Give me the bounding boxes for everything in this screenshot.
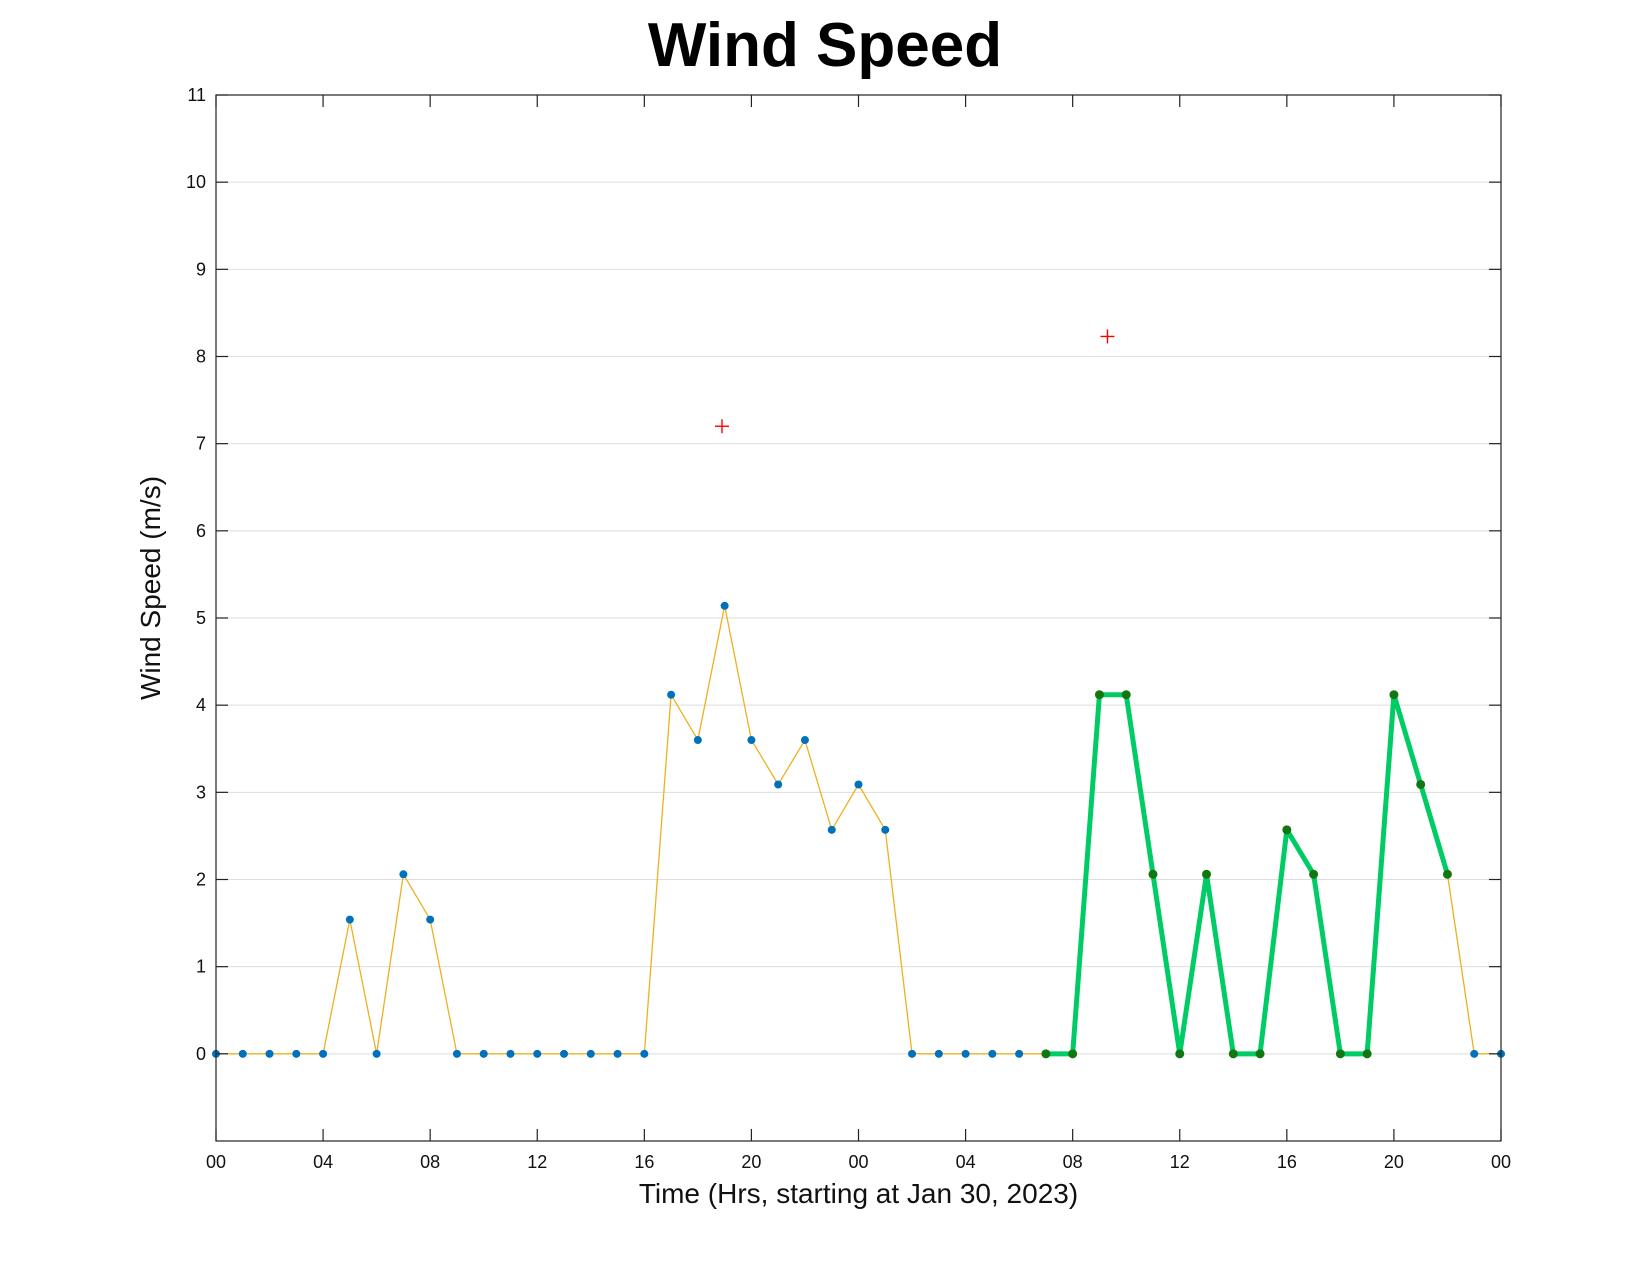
data-point: [479, 1049, 488, 1058]
plus-marker: [714, 419, 729, 434]
data-point: [560, 1049, 569, 1058]
data-point: [372, 1049, 381, 1058]
y-tick-label: 0: [196, 1044, 206, 1064]
chart-title: Wind Speed: [647, 11, 1003, 80]
highlight-data-point: [1202, 869, 1212, 879]
highlight-data-point: [1175, 1049, 1185, 1059]
y-tick-label: 3: [196, 782, 206, 802]
data-point: [613, 1049, 622, 1058]
x-tick-label: 16: [1277, 1152, 1297, 1172]
data-point: [988, 1049, 997, 1058]
plot-area: [212, 329, 1505, 1059]
y-tick-label: 10: [186, 172, 206, 192]
x-tick-label: 00: [206, 1152, 226, 1172]
x-tick-label: 12: [527, 1152, 547, 1172]
data-point: [827, 825, 836, 834]
x-tick-label: 08: [420, 1152, 440, 1172]
x-tick-label: 20: [1384, 1152, 1404, 1172]
x-tick-label: 20: [741, 1152, 761, 1172]
data-point: [800, 736, 809, 745]
highlight-data-point: [1442, 869, 1452, 879]
series-0: [212, 601, 1505, 1058]
series-1: [1041, 690, 1452, 1059]
data-point: [452, 1049, 461, 1058]
y-tick-label: 9: [196, 259, 206, 279]
highlight-data-point: [1121, 690, 1131, 700]
y-tick-label: 8: [196, 347, 206, 367]
x-tick-label: 08: [1063, 1152, 1083, 1172]
highlight-data-point: [1068, 1049, 1078, 1059]
y-tick-label: 4: [196, 695, 206, 715]
highlight-data-point: [1389, 690, 1399, 700]
data-point: [881, 825, 890, 834]
data-point: [774, 780, 783, 789]
data-point: [292, 1049, 301, 1058]
highlight-data-point: [1041, 1049, 1051, 1059]
x-tick-label: 16: [634, 1152, 654, 1172]
grid-lines: [216, 94, 1501, 1055]
data-point: [961, 1049, 970, 1058]
data-point: [640, 1049, 649, 1058]
x-tick-label: 00: [1491, 1152, 1511, 1172]
x-axis-label: Time (Hrs, starting at Jan 30, 2023): [639, 1178, 1078, 1209]
data-point: [506, 1049, 515, 1058]
y-tick-label: 7: [196, 434, 206, 454]
x-tick-label: 00: [848, 1152, 868, 1172]
highlight-data-point: [1416, 779, 1426, 789]
highlight-data-point: [1309, 869, 1319, 879]
data-point: [693, 736, 702, 745]
data-point: [426, 915, 435, 924]
data-point: [934, 1049, 943, 1058]
y-axis-label: Wind Speed (m/s): [135, 476, 166, 700]
highlight-data-point: [1255, 1049, 1265, 1059]
data-point: [854, 780, 863, 789]
highlight-series-line: [1045, 692, 1450, 1057]
data-point: [908, 1049, 917, 1058]
series-2: [714, 329, 1115, 434]
data-point: [265, 1049, 274, 1058]
highlight-data-point: [1335, 1049, 1345, 1059]
data-point: [533, 1049, 542, 1058]
data-point: [345, 915, 354, 924]
data-point: [399, 870, 408, 879]
x-tick-label: 12: [1170, 1152, 1190, 1172]
y-tick-label: 11: [187, 85, 206, 105]
data-point: [238, 1049, 247, 1058]
data-point: [747, 736, 756, 745]
x-tick-label: 04: [313, 1152, 333, 1172]
highlight-data-point: [1148, 869, 1158, 879]
highlight-data-point: [1362, 1049, 1372, 1059]
highlight-data-point: [1282, 825, 1292, 835]
y-tick-label: 5: [196, 608, 206, 628]
x-tick-label: 04: [956, 1152, 976, 1172]
data-point: [667, 690, 676, 699]
y-tick-label: 2: [196, 870, 206, 890]
data-point: [1015, 1049, 1024, 1058]
data-point: [720, 601, 729, 610]
data-point: [319, 1049, 328, 1058]
data-point: [1470, 1049, 1479, 1058]
wind-speed-line: [216, 605, 1501, 1055]
y-tick-label: 1: [196, 957, 206, 977]
data-point: [586, 1049, 595, 1058]
highlight-data-point: [1228, 1049, 1238, 1059]
y-tick-label: 6: [196, 521, 206, 541]
plus-marker: [1100, 329, 1115, 344]
highlight-data-point: [1094, 690, 1104, 700]
